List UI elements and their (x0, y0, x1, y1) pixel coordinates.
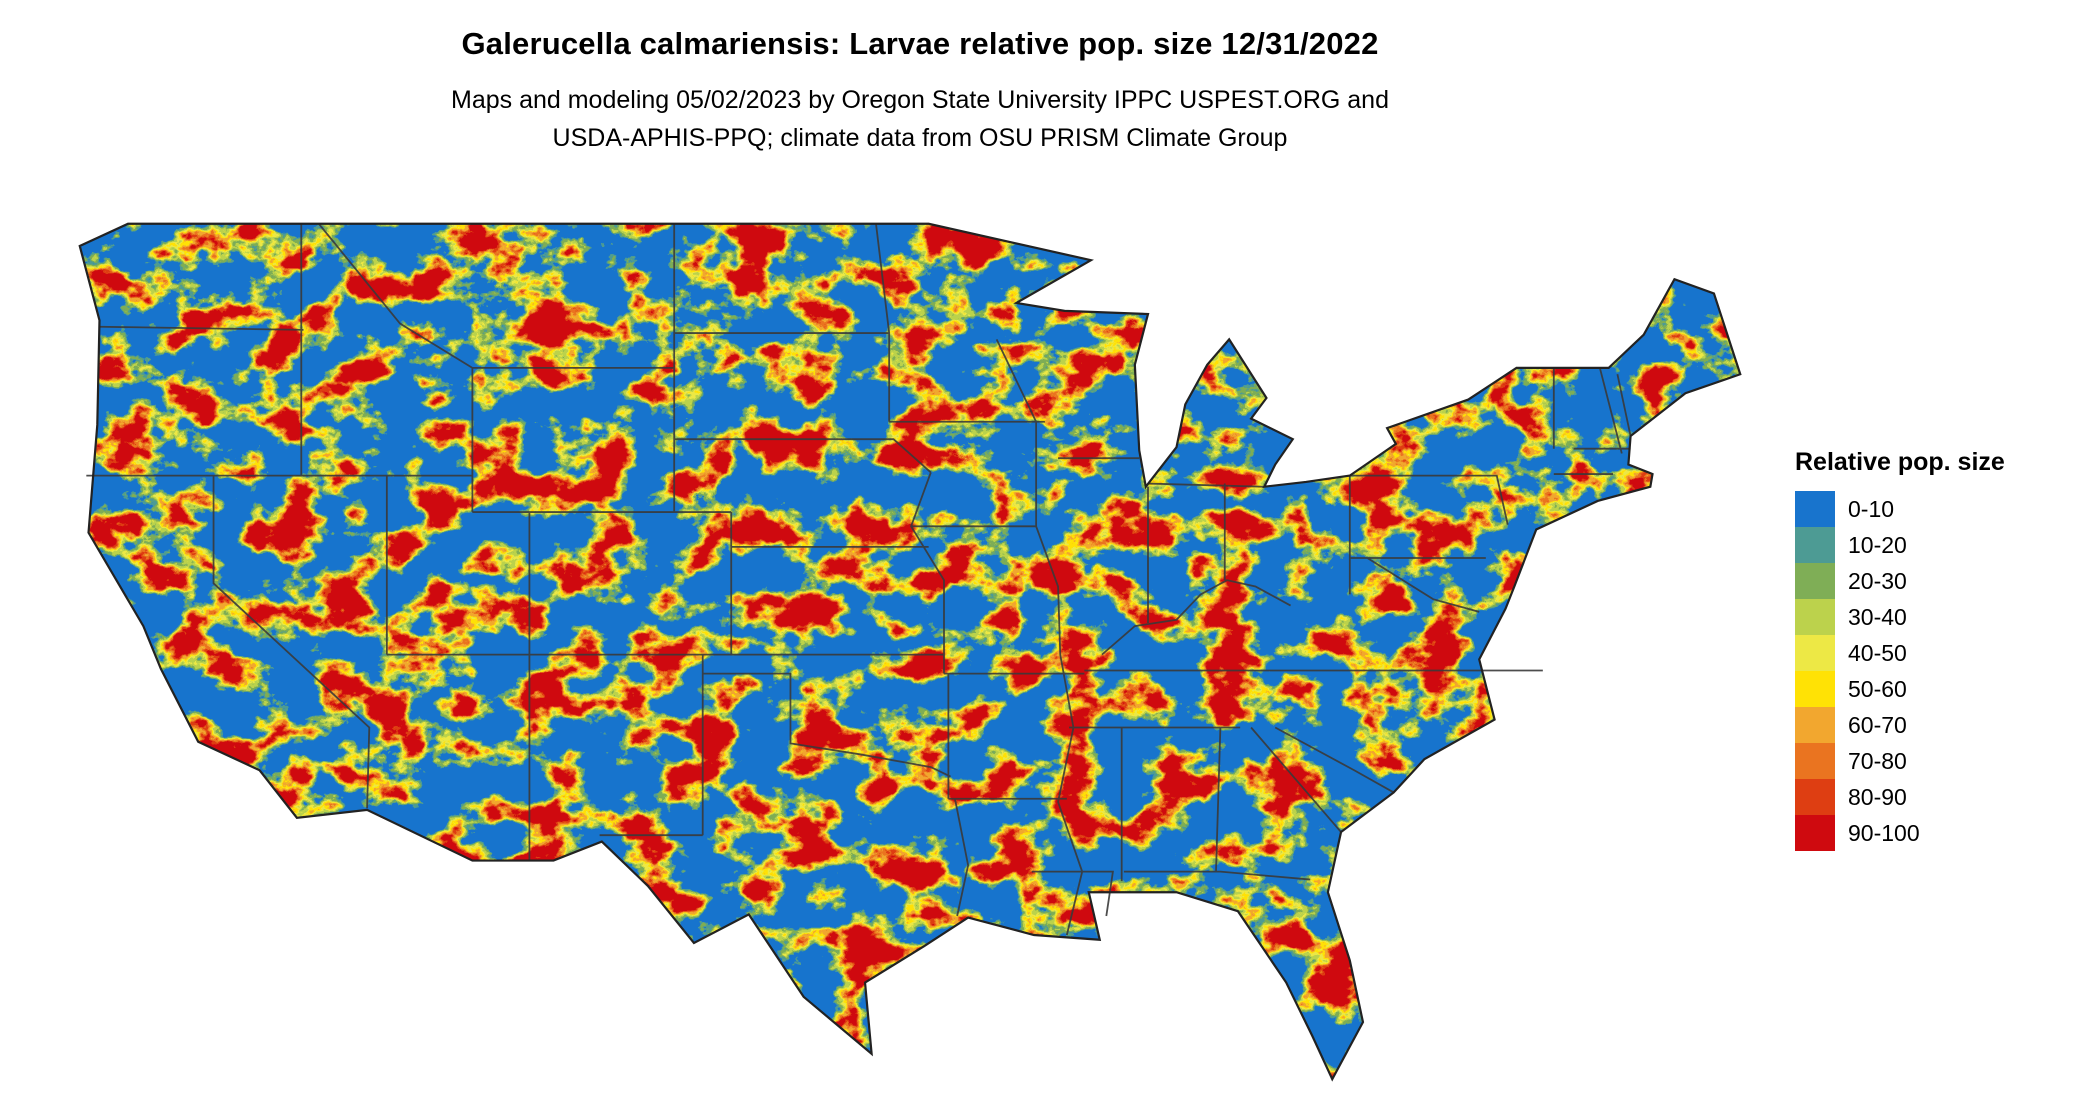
legend-label: 10-20 (1848, 531, 1907, 558)
legend-swatch (1795, 671, 1835, 707)
legend-label: 0-10 (1848, 495, 1895, 522)
us-outline (80, 224, 1741, 1079)
legend-title: Relative pop. size (1795, 448, 2005, 476)
legend-item: 60-70 (1795, 707, 2005, 743)
figure-title: Galerucella calmariensis: Larvae relativ… (461, 26, 1379, 61)
legend-swatch (1795, 707, 1835, 743)
legend-swatch (1795, 779, 1835, 815)
us-population-map (60, 200, 1760, 1095)
legend-item: 30-40 (1795, 599, 2005, 635)
legend-item: 90-100 (1795, 815, 2005, 851)
legend-item: 0-10 (1795, 491, 2005, 527)
us-map-svg (60, 200, 1760, 1095)
legend-swatch (1795, 815, 1835, 851)
legend-label: 40-50 (1848, 639, 1907, 666)
legend-label: 80-90 (1848, 783, 1907, 810)
legend-label: 70-80 (1848, 747, 1907, 774)
legend-label: 90-100 (1848, 819, 1920, 846)
population-raster (79, 223, 1741, 1080)
legend-item: 70-80 (1795, 743, 2005, 779)
legend-label: 20-30 (1848, 567, 1907, 594)
legend-label: 50-60 (1848, 675, 1907, 702)
figure-subtitle-line1: Maps and modeling 05/02/2023 by Oregon S… (451, 86, 1389, 114)
figure-subtitle-line2: USDA-APHIS-PPQ; climate data from OSU PR… (552, 123, 1288, 152)
legend-item: 20-30 (1795, 563, 2005, 599)
legend: Relative pop. size 0-10 10-20 20-30 30-40 40… (1795, 448, 2005, 851)
legend-swatch (1795, 527, 1835, 563)
legend-item: 50-60 (1795, 671, 2005, 707)
legend-item: 80-90 (1795, 779, 2005, 815)
legend-swatch (1795, 491, 1835, 527)
legend-swatch (1795, 563, 1835, 599)
population-raster-fill (79, 223, 1741, 1080)
state-borders (86, 224, 1630, 935)
figure-header: Galerucella calmariensis: Larvae relativ… (0, 26, 1840, 156)
legend-label: 60-70 (1848, 711, 1907, 738)
legend-label: 30-40 (1848, 603, 1907, 630)
legend-item: 40-50 (1795, 635, 2005, 671)
legend-items: 0-10 10-20 20-30 30-40 40-50 50-60 60-70 70-80 8… (1795, 491, 2005, 851)
legend-swatch (1795, 599, 1835, 635)
legend-item: 10-20 (1795, 527, 2005, 563)
legend-swatch (1795, 743, 1835, 779)
legend-swatch (1795, 635, 1835, 671)
